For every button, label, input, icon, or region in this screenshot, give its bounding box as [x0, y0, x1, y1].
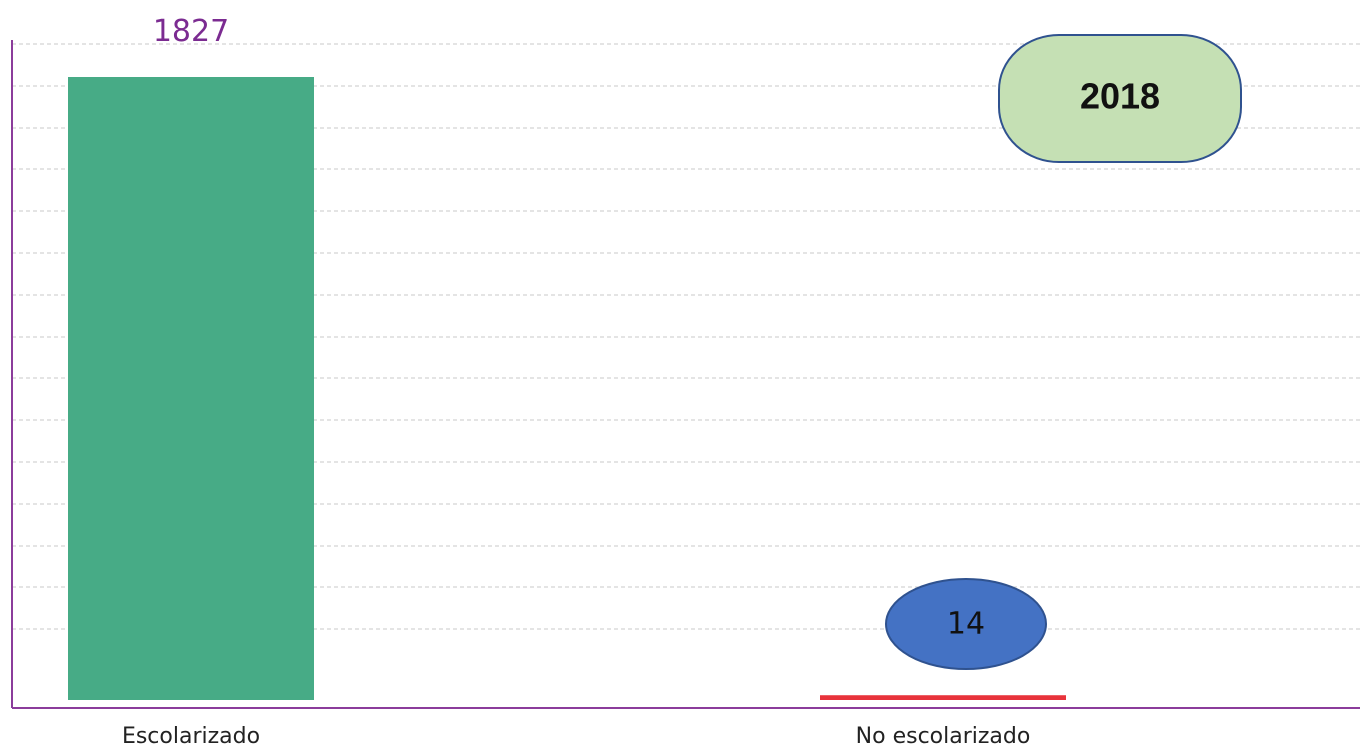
year-annotation: 2018: [998, 34, 1242, 163]
bar-escolarizado: [68, 77, 314, 700]
year-annotation-text: 2018: [1080, 76, 1160, 117]
bars: [68, 77, 1066, 700]
value-labels: 1827 14: [153, 14, 1047, 670]
category-label: Escolarizado: [122, 724, 260, 749]
category-labels: Escolarizado No escolarizado: [122, 724, 1030, 749]
year-annotation-box: [998, 34, 1242, 163]
category-label: No escolarizado: [856, 724, 1031, 749]
data-label-no-escolarizado: 14: [947, 607, 985, 642]
data-label-bubble: [885, 578, 1047, 670]
data-label-escolarizado: 1827: [153, 14, 229, 49]
bar-no-escolarizado: [820, 695, 1066, 700]
